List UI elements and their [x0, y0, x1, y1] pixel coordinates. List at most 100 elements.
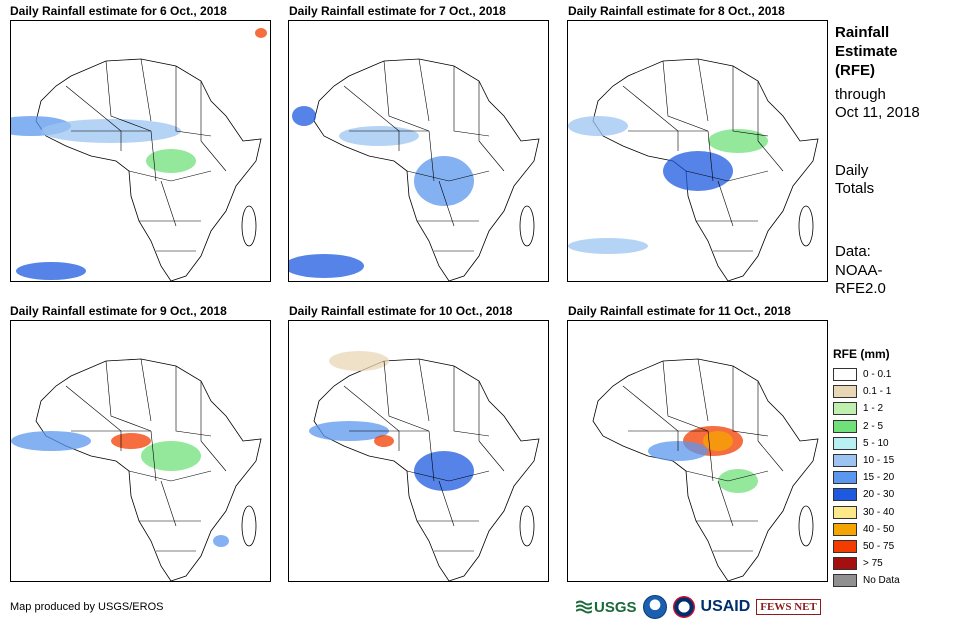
sidebar-data-label: Data:: [835, 243, 871, 260]
country-border: [200, 440, 227, 472]
country-border: [662, 60, 709, 132]
rainfall-area: [111, 433, 151, 449]
country-border: [383, 360, 430, 432]
legend-item: 30 - 40: [833, 504, 953, 521]
country-border: [140, 58, 152, 122]
legend-label: 0 - 0.1: [863, 369, 892, 381]
rainfall-area: [339, 126, 419, 146]
rainfall-area: [568, 116, 628, 136]
rainfall-area: [16, 262, 86, 280]
madagascar-outline: [798, 505, 814, 547]
usgs-logo: USGS: [576, 599, 637, 616]
legend-item: > 75: [833, 555, 953, 572]
legend-item: 15 - 20: [833, 469, 953, 486]
sidebar-heading-rfe: (RFE): [835, 62, 875, 79]
rainfall-area: [414, 156, 474, 206]
country-border: [428, 130, 435, 182]
madagascar-outline: [519, 505, 535, 547]
rainfall-area: [255, 28, 267, 38]
rainfall-map-10-oct: [288, 320, 549, 582]
legend: RFE (mm) 0 - 0.1 0.1 - 1 1 - 2 2 - 5 5 - 10 1…: [833, 347, 953, 589]
rainfall-area: [292, 106, 316, 126]
country-border: [105, 60, 152, 132]
rainfall-area: [568, 238, 648, 254]
country-border: [717, 180, 734, 227]
map-canvas: [309, 351, 540, 581]
legend-item: 1 - 2: [833, 400, 953, 417]
legend-title: RFE (mm): [833, 347, 890, 361]
madagascar-outline: [519, 205, 535, 247]
panel-title-6-oct: Daily Rainfall estimate for 6 Oct., 2018: [10, 4, 227, 18]
africa-outline: [592, 358, 819, 581]
legend-label: 20 - 30: [863, 489, 895, 501]
legend-label: 50 - 75: [863, 540, 895, 552]
fews-net-logo: FEWS NET: [756, 599, 821, 615]
country-border: [732, 66, 769, 137]
rainfall-area: [703, 431, 733, 451]
country-border: [406, 470, 490, 482]
legend-swatch: [833, 436, 857, 450]
rainfall-area: [663, 151, 733, 191]
sidebar-heading-estimate: Estimate: [835, 43, 898, 60]
rainfall-area: [289, 254, 364, 278]
usgs-wave-icon: [576, 600, 592, 614]
country-border: [175, 66, 212, 137]
country-border: [150, 430, 157, 482]
country-border: [383, 60, 430, 132]
country-border: [453, 366, 490, 437]
map-credit: Map produced by USGS/EROS: [10, 601, 164, 613]
rainfall-area: [718, 469, 758, 493]
country-border: [685, 470, 769, 482]
rainfall-area: [213, 535, 229, 547]
country-border: [697, 58, 709, 122]
rainfall-area: [146, 149, 196, 173]
legend-item: 10 - 15: [833, 452, 953, 469]
country-border: [160, 480, 177, 527]
legend-label: 5 - 10: [863, 437, 889, 449]
panel-title-9-oct: Daily Rainfall estimate for 9 Oct., 2018: [10, 304, 227, 318]
sidebar-through-date: Oct 11, 2018: [835, 104, 920, 121]
country-border: [697, 358, 709, 422]
country-border: [453, 66, 490, 137]
country-border: [200, 140, 227, 172]
country-border: [140, 358, 152, 422]
legend-label: 2 - 5: [863, 420, 884, 432]
madagascar-outline: [241, 505, 257, 547]
legend-swatch: [833, 454, 857, 468]
legend-label: > 75: [863, 558, 883, 570]
country-border: [406, 170, 490, 182]
country-border: [757, 140, 784, 172]
rainfall-area: [141, 441, 201, 471]
sidebar-daily: Daily: [835, 162, 869, 179]
sidebar-heading-rainfall: Rainfall: [835, 24, 890, 41]
sidebar-data-product: RFE2.0: [835, 280, 886, 297]
country-border: [662, 360, 709, 432]
rainfall-map-11-oct: [567, 320, 828, 582]
rainfall-area: [374, 435, 394, 447]
rainfall-map-8-oct: [567, 20, 828, 282]
rainfall-area: [414, 451, 474, 491]
legend-label: No Data: [863, 575, 900, 587]
country-border: [428, 430, 435, 482]
legend-swatch: [833, 471, 857, 485]
rainfall-area: [708, 129, 768, 153]
legend-swatch: [833, 419, 857, 433]
legend-swatch: [833, 488, 857, 502]
country-border: [478, 140, 505, 172]
legend-swatch: [833, 557, 857, 571]
panel-title-7-oct: Daily Rainfall estimate for 7 Oct., 2018: [289, 4, 506, 18]
country-border: [418, 358, 430, 422]
usaid-seal-icon: [672, 596, 695, 618]
legend-swatch: [833, 574, 857, 588]
map-canvas: [568, 58, 819, 281]
legend-item: 50 - 75: [833, 538, 953, 555]
country-border: [717, 480, 734, 527]
legend-item: 2 - 5: [833, 418, 953, 435]
country-border: [707, 430, 714, 482]
madagascar-outline: [241, 205, 257, 247]
country-border: [757, 440, 784, 472]
country-border: [128, 170, 212, 182]
rainfall-map-7-oct: [288, 20, 549, 282]
legend-label: 10 - 15: [863, 455, 895, 467]
legend-label: 30 - 40: [863, 506, 895, 518]
